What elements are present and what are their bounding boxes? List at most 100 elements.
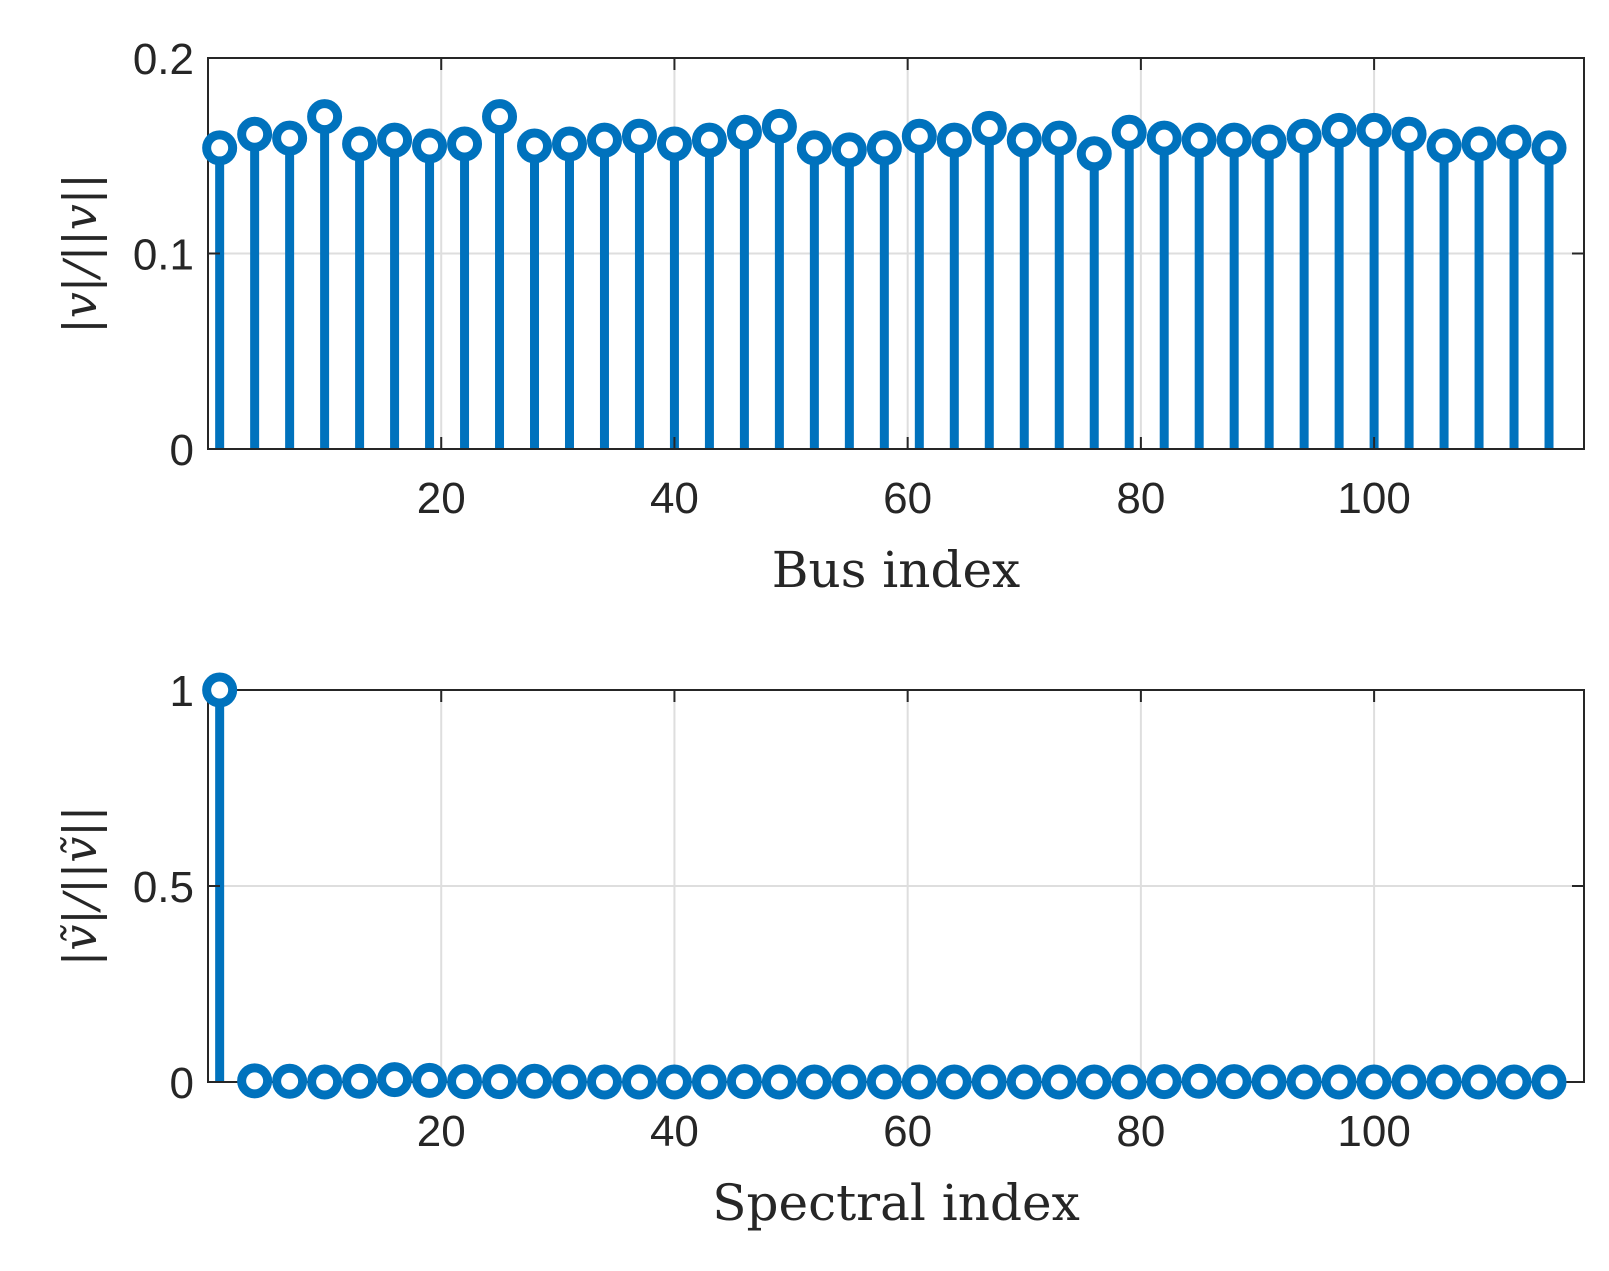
x-tick-label: 20 (417, 474, 466, 523)
x-tick-label: 20 (417, 1107, 466, 1156)
stem-marker (307, 99, 343, 135)
stem-marker (1251, 1064, 1287, 1100)
stem-marker (342, 1063, 378, 1099)
stem-marker (656, 126, 692, 162)
top-stem-panel: 20 40 60 80 100 0 0.1 0.2 Bus index |v|/||v|| (53, 35, 1585, 599)
stem-marker (447, 1064, 483, 1100)
x-tick-label: 80 (1116, 1107, 1165, 1156)
stem-marker (377, 1062, 413, 1098)
bottom-stem-panel: 20 40 60 80 100 0 0.5 1 Spectral index |ṽ|/||ṽ|| (53, 667, 1585, 1232)
stem-marker (1531, 130, 1567, 166)
stem-marker (831, 1064, 867, 1100)
stem-marker (272, 1063, 308, 1099)
stem-marker (691, 1064, 727, 1100)
stem-marker (1146, 1064, 1182, 1100)
stem-marker (412, 1062, 448, 1098)
stem-marker (761, 108, 797, 144)
y-axis-label: |v|/||v|| (53, 173, 107, 333)
stem-marker (1356, 1064, 1392, 1100)
stem-marker (621, 1064, 657, 1100)
stem-marker (517, 128, 553, 164)
stem-marker (1321, 1064, 1357, 1100)
stem-marker (237, 116, 273, 152)
stem-marker (866, 130, 902, 166)
stem-marker (971, 1064, 1007, 1100)
stem-marker (796, 130, 832, 166)
y-tick-label: 0.5 (133, 863, 194, 912)
x-tick-label: 40 (650, 1107, 699, 1156)
stem-marker (1461, 1064, 1497, 1100)
y-axis-label: |ṽ|/||ṽ|| (53, 806, 107, 966)
stem-marker (1216, 1064, 1252, 1100)
stem-marker (1496, 124, 1532, 160)
stem-marker (551, 1064, 587, 1100)
stem-marker (1041, 1064, 1077, 1100)
stem-marker (272, 120, 308, 156)
stem-marker (1111, 1064, 1147, 1100)
stem-marker (1111, 114, 1147, 150)
stem-marker (1426, 1064, 1462, 1100)
x-tick-label: 60 (883, 1107, 932, 1156)
stem-marker (1076, 136, 1112, 172)
stem-marker (1321, 112, 1357, 148)
stem-marker (1146, 120, 1182, 156)
x-tick-label: 100 (1337, 474, 1410, 523)
stem-marker (621, 118, 657, 154)
y-tick-label: 0 (170, 1059, 194, 1108)
stem-marker (691, 122, 727, 158)
stem-marker (656, 1064, 692, 1100)
x-tick-label: 40 (650, 474, 699, 523)
x-tick-label: 60 (883, 474, 932, 523)
y-tick-label: 0 (170, 426, 194, 475)
y-tick-label: 1 (170, 667, 194, 716)
stem-marker (1391, 1064, 1427, 1100)
stem-marker (237, 1063, 273, 1099)
stem-marker (1006, 122, 1042, 158)
stem-marker (1286, 118, 1322, 154)
x-axis-label: Bus index (772, 541, 1021, 599)
stem-marker (447, 126, 483, 162)
stem-marker (342, 126, 378, 162)
stem-marker (901, 1064, 937, 1100)
stem-marker (1426, 128, 1462, 164)
x-tick-label: 100 (1337, 1107, 1410, 1156)
stem-marker (1391, 116, 1427, 152)
stem-marker (796, 1064, 832, 1100)
stem-marker (726, 114, 762, 150)
stem-marker (307, 1064, 343, 1100)
y-tick-label: 0.2 (133, 35, 194, 84)
stem-marker (202, 672, 238, 708)
x-axis-label: Spectral index (712, 1174, 1080, 1232)
stem-marker (831, 132, 867, 168)
stem-marker (1531, 1064, 1567, 1100)
stem-marker (1041, 120, 1077, 156)
stem-marker (866, 1064, 902, 1100)
stem-marker (1251, 124, 1287, 160)
stem-marker (1076, 1064, 1112, 1100)
stem-marker (1286, 1064, 1322, 1100)
stem-marker (936, 122, 972, 158)
stem-marker (551, 126, 587, 162)
stem-marker (761, 1064, 797, 1100)
stem-marker (1006, 1064, 1042, 1100)
stem-marker (377, 122, 413, 158)
stem-marker (1496, 1064, 1532, 1100)
stem-marker (726, 1064, 762, 1100)
stem-marker (971, 110, 1007, 146)
x-tick-label: 80 (1116, 474, 1165, 523)
stem-marker (586, 1064, 622, 1100)
stem-marker (1356, 112, 1392, 148)
stem-marker (936, 1064, 972, 1100)
stem-marker (1461, 126, 1497, 162)
stem-marker (517, 1063, 553, 1099)
y-tick-label: 0.1 (133, 231, 194, 280)
stem-marker (901, 118, 937, 154)
stem-marker (482, 99, 518, 135)
stem-marker (202, 130, 238, 166)
stem-marker (482, 1064, 518, 1100)
stem-marker (1181, 122, 1217, 158)
stem-marker (1216, 122, 1252, 158)
stem-marker (1181, 1063, 1217, 1099)
stem-marker (412, 128, 448, 164)
